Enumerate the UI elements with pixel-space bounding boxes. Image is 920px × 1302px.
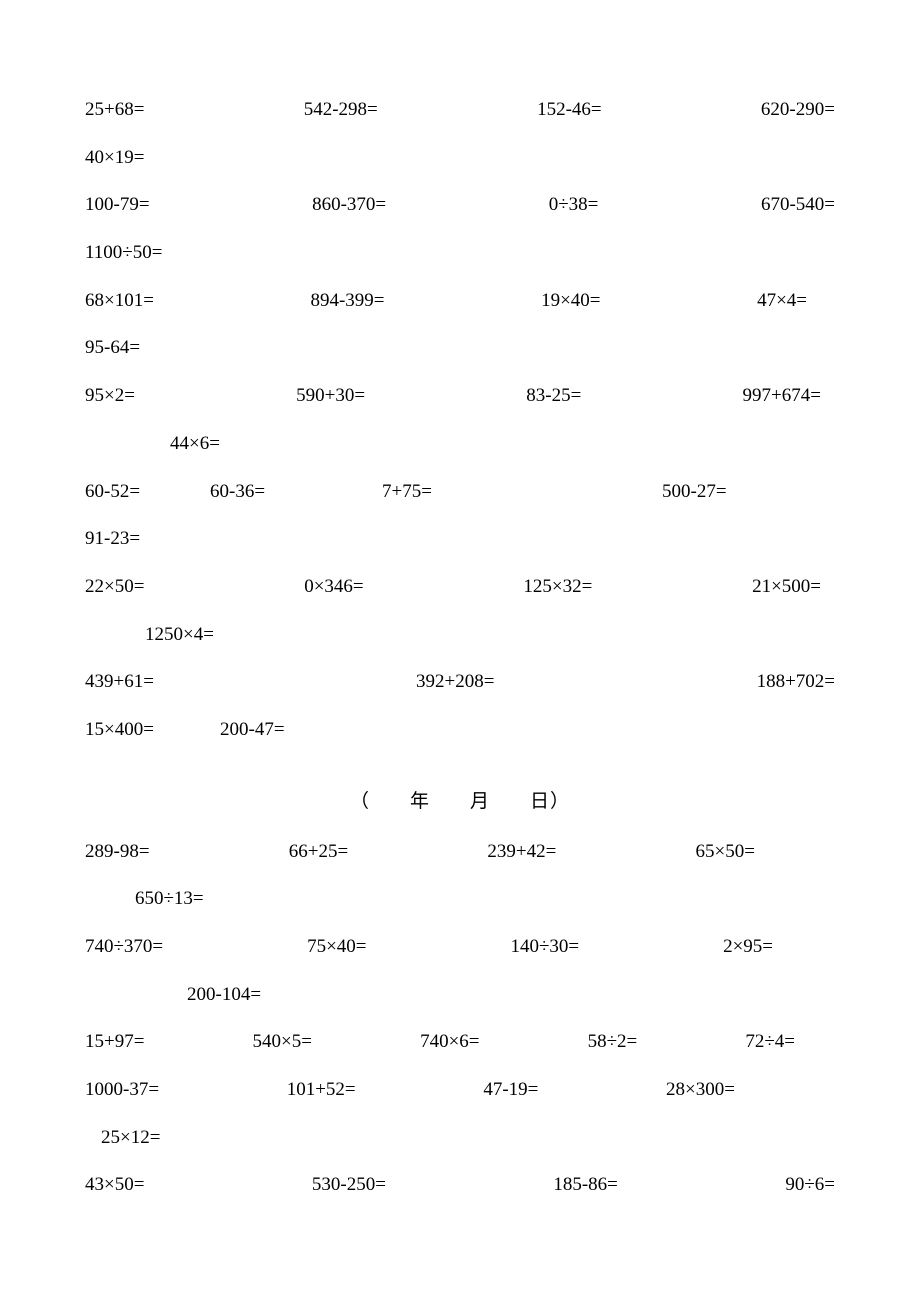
problem-cell: 47-19= [483,1078,538,1103]
problem-cell: 83-25= [526,384,581,409]
problem-cell: 65×50= [696,840,755,865]
problem-cell: 650÷13= [135,887,204,912]
problem-row: 60-52= 60-36= 7+75= 500-27= [85,480,835,505]
problem-cell: 152-46= [537,98,602,123]
problem-row: 25+68= 542-298= 152-46= 620-290= [85,98,835,123]
problem-cell: 590+30= [296,384,365,409]
problem-cell: 860-370= [312,193,386,218]
problem-cell: 670-540= [761,193,835,218]
problem-cell: 75×40= [307,935,366,960]
problem-row: 22×50= 0×346= 125×32= 21×500= [85,575,835,600]
problem-cell: 66+25= [289,840,348,865]
problem-cell: 1100÷50= [85,241,162,266]
problem-cell: 47×4= [757,289,807,314]
problem-row: 43×50= 530-250= 185-86= 90÷6= [85,1173,835,1198]
problem-cell: 542-298= [304,98,378,123]
problem-cell: 894-399= [310,289,384,314]
problem-cell: 439+61= [85,670,154,695]
problem-cell: 2×95= [723,935,773,960]
problem-cell: 60-52= [85,480,210,505]
problem-cell: 22×50= [85,575,144,600]
problem-row: 95-64= [85,336,835,361]
problem-row: 95×2= 590+30= 83-25= 997+674= [85,384,835,409]
date-label: （ 年 月 日） [85,786,835,813]
problem-cell: 140÷30= [510,935,579,960]
problem-row: 650÷13= [85,887,835,912]
problem-row: 1250×4= [85,623,835,648]
problem-cell: 25×12= [101,1126,160,1151]
problem-cell: 100-79= [85,193,150,218]
problem-cell: 1250×4= [145,623,214,648]
problem-cell: 239+42= [487,840,556,865]
problem-row: 68×101= 894-399= 19×40= 47×4= [85,289,835,314]
problem-cell: 43×50= [85,1173,144,1198]
problem-cell: 101+52= [287,1078,356,1103]
problem-cell: 25+68= [85,98,144,123]
problem-row: 289-98= 66+25= 239+42= 65×50= [85,840,835,865]
problem-row: 100-79= 860-370= 0÷38= 670-540= [85,193,835,218]
problem-cell: 1000-37= [85,1078,159,1103]
problem-row: 25×12= [85,1126,835,1151]
problem-row: 15+97= 540×5= 740×6= 58÷2= 72÷4= [85,1030,835,1055]
problem-cell: 19×40= [541,289,600,314]
problem-row: 200-104= [85,983,835,1008]
problem-cell: 188+702= [757,670,835,695]
problem-cell: 95×2= [85,384,135,409]
problem-row: 1000-37= 101+52= 47-19= 28×300= [85,1078,835,1103]
problem-cell: 200-104= [187,983,261,1008]
problem-cell: 540×5= [253,1030,312,1055]
problem-cell: 392+208= [416,670,494,695]
problem-row: 44×6= [85,432,835,457]
problem-cell: 91-23= [85,527,140,552]
problem-cell: 15×400= [85,718,220,743]
problem-cell: 40×19= [85,146,144,171]
problem-cell: 60-36= [210,480,382,505]
problem-cell: 0×346= [304,575,363,600]
problem-cell: 185-86= [553,1173,618,1198]
problem-cell: 0÷38= [549,193,599,218]
problem-cell: 7+75= [382,480,662,505]
problem-row: 40×19= [85,146,835,171]
problem-row: 439+61= 392+208= 188+702= [85,670,835,695]
problem-row: 740÷370= 75×40= 140÷30= 2×95= [85,935,835,960]
problem-cell: 740÷370= [85,935,163,960]
problem-cell: 28×300= [666,1078,735,1103]
problem-cell: 95-64= [85,336,140,361]
problem-cell: 72÷4= [745,1030,795,1055]
problem-row: 1100÷50= [85,241,835,266]
problem-cell: 90÷6= [785,1173,835,1198]
problem-cell: 200-47= [220,718,285,743]
problem-row: 91-23= [85,527,835,552]
problem-cell: 740×6= [420,1030,479,1055]
problem-cell: 530-250= [312,1173,386,1198]
problem-cell: 44×6= [170,432,220,457]
problem-cell: 997+674= [743,384,821,409]
problem-cell: 289-98= [85,840,150,865]
problem-cell: 125×32= [523,575,592,600]
problem-cell: 68×101= [85,289,154,314]
problem-cell: 500-27= [662,480,727,505]
problem-cell: 58÷2= [588,1030,638,1055]
problem-cell: 21×500= [752,575,821,600]
problem-cell: 15+97= [85,1030,144,1055]
problem-cell: 620-290= [761,98,835,123]
problem-row: 15×400= 200-47= [85,718,835,743]
